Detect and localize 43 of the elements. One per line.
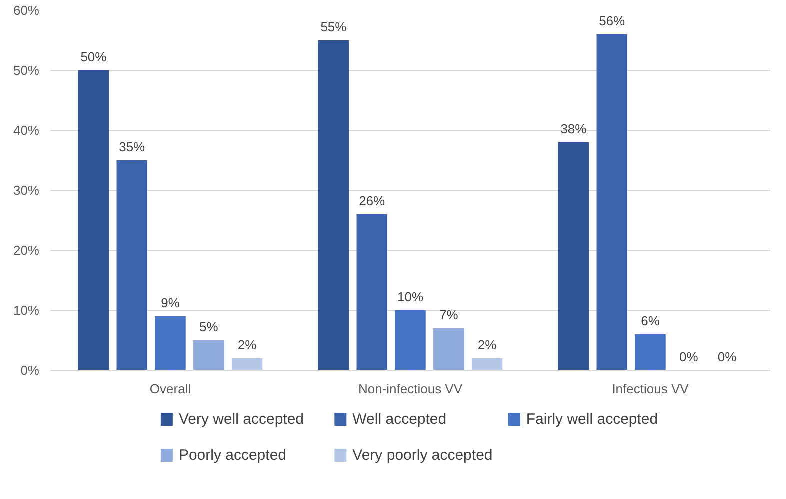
legend-label: Very poorly accepted (352, 447, 493, 464)
text: 9% (161, 296, 180, 310)
y-tick-label: 50% (13, 63, 40, 78)
y-tick-label: 60% (13, 3, 40, 18)
legend-label: Fairly well accepted (526, 411, 658, 428)
bar (155, 316, 186, 370)
bar (194, 340, 224, 370)
text: 0% (718, 350, 737, 364)
text: 5% (200, 320, 218, 334)
x-tick-label: Non-infectious VV (358, 382, 463, 396)
y-tick-label: 20% (13, 243, 40, 258)
text: 10% (397, 290, 424, 304)
bar (635, 334, 666, 370)
bar (558, 142, 590, 370)
x-tick-label: Infectious VV (612, 382, 690, 396)
bar (232, 358, 263, 370)
legend-label: Very well accepted (178, 411, 304, 428)
text: 7% (440, 308, 458, 322)
text: 26% (359, 194, 386, 208)
text: 50% (80, 50, 107, 64)
bar (596, 34, 628, 370)
bar (318, 40, 350, 370)
y-tick-label: 10% (13, 303, 40, 318)
text: 35% (119, 140, 146, 154)
y-tick-label: 30% (13, 183, 40, 198)
text: 38% (560, 122, 587, 136)
x-tick-label: Overall (150, 382, 192, 396)
bar (395, 310, 426, 370)
legend-label: Poorly accepted (178, 447, 287, 464)
bar (116, 160, 148, 370)
bar (472, 358, 503, 370)
text: 6% (641, 314, 660, 328)
text: 55% (320, 20, 347, 34)
bar (434, 328, 464, 370)
text: 56% (599, 14, 626, 28)
legend-label: Well accepted (352, 411, 447, 428)
bar (356, 214, 388, 370)
y-tick-label: 40% (13, 123, 40, 138)
text: 2% (478, 338, 497, 352)
bar (78, 70, 110, 370)
y-tick-label: 0% (20, 363, 40, 378)
text: 0% (680, 350, 698, 364)
text: 2% (238, 338, 257, 352)
